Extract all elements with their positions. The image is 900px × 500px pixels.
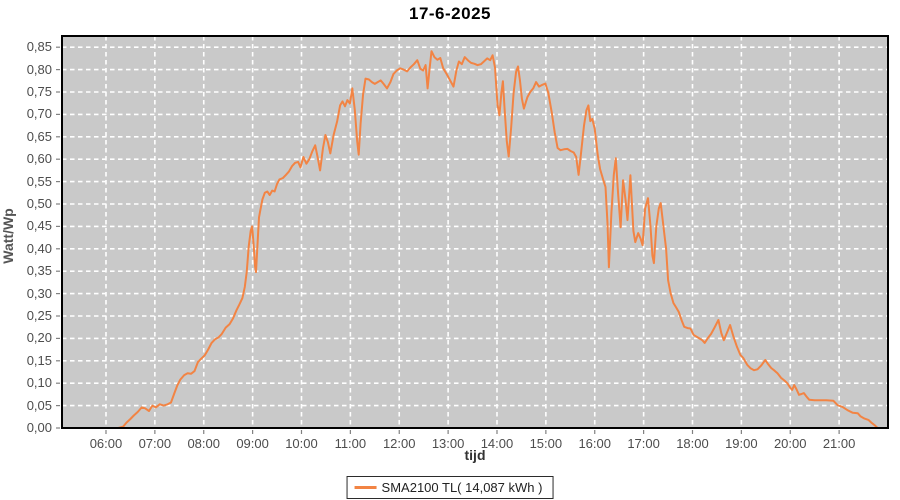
y-tick-label: 0,10 [26,375,52,391]
legend: SMA2100 TL( 14,087 kWh ) [346,476,554,499]
y-tick-label: 0,15 [26,352,52,368]
x-tick-label: 14:00 [480,436,514,451]
y-tick-label: 0,55 [26,173,52,189]
y-tick-label: 0,75 [26,84,52,99]
x-tick-label: 06:00 [89,436,123,451]
x-tick-label: 12:00 [382,436,416,451]
y-tick-label: 0,50 [26,196,52,211]
x-axis-title: tijd [464,447,486,463]
x-tick-label: 07:00 [138,436,172,451]
x-tick-label: 11:00 [334,436,367,451]
plot-border [61,35,889,429]
x-tick-label: 19:00 [725,436,758,451]
plot-background [62,36,888,428]
y-tick-label: 0,80 [26,61,52,77]
x-tick-label: 18:00 [676,436,709,451]
y-axis-title: Watt/Wp [0,208,16,264]
y-tick-label: 0,05 [26,397,52,413]
y-tick-label: 0,25 [26,308,52,323]
y-tick-label: 0,20 [26,330,52,346]
y-tick-label: 0,70 [26,106,52,122]
y-tick-label: 0,85 [26,39,52,55]
x-tick-label: 10:00 [285,436,318,451]
y-tick-label: 0,35 [26,263,52,279]
x-tick-label: 17:00 [627,436,660,451]
chart-title: 17-6-2025 [408,4,491,23]
x-tick-label: 15:00 [529,436,563,451]
y-tick-label: 0,00 [26,420,52,435]
x-tick-label: 20:00 [773,436,807,451]
y-tick-label: 0,45 [26,218,52,234]
x-tick-label: 09:00 [236,436,269,451]
series-line [74,50,879,429]
legend-line-swatch [354,485,377,489]
x-tick-label: 08:00 [187,436,220,451]
x-tick-label: 16:00 [578,436,611,451]
y-tick-label: 0,60 [26,151,52,167]
legend-label: SMA2100 TL( 14,087 kWh ) [381,479,543,495]
x-tick-label: 13:00 [431,436,465,451]
y-tick-label: 0,40 [26,240,52,256]
x-tick-label: 21:00 [822,436,856,451]
y-tick-label: 0,30 [26,285,52,301]
y-tick-label: 0,65 [26,128,52,144]
